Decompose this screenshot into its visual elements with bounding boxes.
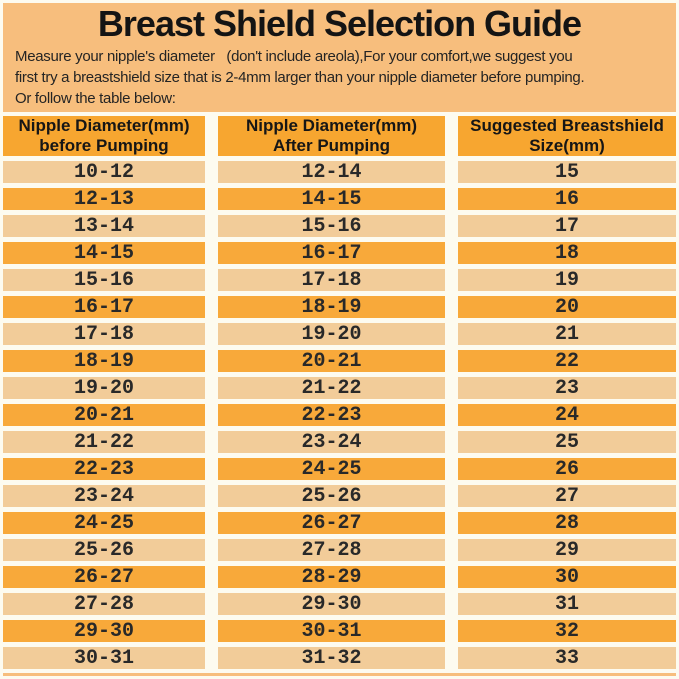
column-header-diameter-before-pumping: Nipple Diameter(mm) before Pumping: [3, 116, 205, 156]
cell-shield-size: 26: [458, 458, 676, 481]
cell-diameter-after-pumping: 26-27: [218, 512, 445, 535]
cell-diameter-before-pumping: 16-17: [3, 296, 205, 319]
intro-line-3: Or follow the table below:: [15, 90, 176, 107]
cell-diameter-after-pumping: 25-26: [218, 485, 445, 508]
cell-diameter-before-pumping: 27-28: [3, 593, 205, 616]
cell-diameter-after-pumping: 27-28: [218, 539, 445, 562]
cell-shield-size: 29: [458, 539, 676, 562]
size-table: Nipple Diameter(mm) before Pumping Nippl…: [3, 112, 676, 673]
cell-diameter-before-pumping: 17-18: [3, 323, 205, 346]
intro-line-2: first try a breastshield size that is 2-…: [15, 69, 585, 86]
cell-shield-size: 23: [458, 377, 676, 400]
cell-shield-size: 18: [458, 242, 676, 265]
intro-line-1: Measure your nipple's diameter (don't in…: [15, 48, 573, 65]
cell-shield-size: 21: [458, 323, 676, 346]
cell-shield-size: 15: [458, 161, 676, 184]
cell-diameter-after-pumping: 12-14: [218, 161, 445, 184]
intro-text: Measure your nipple's diameter (don't in…: [15, 46, 676, 109]
page-title: Breast Shield Selection Guide: [97, 3, 582, 44]
cell-diameter-before-pumping: 15-16: [3, 269, 205, 292]
cell-diameter-after-pumping: 31-32: [218, 647, 445, 670]
cell-diameter-after-pumping: 29-30: [218, 593, 445, 616]
cell-diameter-before-pumping: 13-14: [3, 215, 205, 238]
cell-diameter-before-pumping: 21-22: [3, 431, 205, 454]
column-header-line: Suggested Breastshield: [470, 116, 664, 135]
cell-diameter-after-pumping: 20-21: [218, 350, 445, 373]
cell-diameter-after-pumping: 24-25: [218, 458, 445, 481]
cell-diameter-after-pumping: 14-15: [218, 188, 445, 211]
cell-diameter-before-pumping: 26-27: [3, 566, 205, 589]
cell-shield-size: 22: [458, 350, 676, 373]
cell-diameter-after-pumping: 18-19: [218, 296, 445, 319]
cell-diameter-after-pumping: 30-31: [218, 620, 445, 643]
cell-diameter-before-pumping: 14-15: [3, 242, 205, 265]
column-header-suggested-size: Suggested Breastshield Size(mm): [458, 116, 676, 156]
column-header-line: before Pumping: [39, 136, 169, 155]
cell-diameter-before-pumping: 24-25: [3, 512, 205, 535]
cell-shield-size: 30: [458, 566, 676, 589]
column-header-line: Nipple Diameter(mm): [18, 116, 190, 135]
cell-shield-size: 28: [458, 512, 676, 535]
column-header-diameter-after-pumping: Nipple Diameter(mm) After Pumping: [218, 116, 445, 156]
cell-shield-size: 19: [458, 269, 676, 292]
cell-shield-size: 20: [458, 296, 676, 319]
cell-diameter-after-pumping: 17-18: [218, 269, 445, 292]
cell-diameter-before-pumping: 20-21: [3, 404, 205, 427]
cell-shield-size: 25: [458, 431, 676, 454]
cell-shield-size: 17: [458, 215, 676, 238]
cell-diameter-before-pumping: 29-30: [3, 620, 205, 643]
cell-diameter-after-pumping: 28-29: [218, 566, 445, 589]
cell-shield-size: 32: [458, 620, 676, 643]
cell-diameter-before-pumping: 12-13: [3, 188, 205, 211]
cell-shield-size: 27: [458, 485, 676, 508]
cell-diameter-after-pumping: 15-16: [218, 215, 445, 238]
cell-diameter-after-pumping: 23-24: [218, 431, 445, 454]
cell-diameter-before-pumping: 30-31: [3, 647, 205, 670]
column-header-line: Nipple Diameter(mm): [246, 116, 417, 135]
column-header-line: Size(mm): [529, 136, 605, 155]
cell-diameter-before-pumping: 18-19: [3, 350, 205, 373]
cell-diameter-before-pumping: 23-24: [3, 485, 205, 508]
cell-diameter-before-pumping: 19-20: [3, 377, 205, 400]
column-header-line: After Pumping: [272, 136, 391, 155]
cell-diameter-before-pumping: 25-26: [3, 539, 205, 562]
cell-diameter-before-pumping: 22-23: [3, 458, 205, 481]
cell-diameter-after-pumping: 21-22: [218, 377, 445, 400]
cell-diameter-after-pumping: 19-20: [218, 323, 445, 346]
cell-shield-size: 24: [458, 404, 676, 427]
cell-diameter-before-pumping: 10-12: [3, 161, 205, 184]
cell-shield-size: 31: [458, 593, 676, 616]
cell-diameter-after-pumping: 22-23: [218, 404, 445, 427]
cell-diameter-after-pumping: 16-17: [218, 242, 445, 265]
cell-shield-size: 33: [458, 647, 676, 670]
cell-shield-size: 16: [458, 188, 676, 211]
